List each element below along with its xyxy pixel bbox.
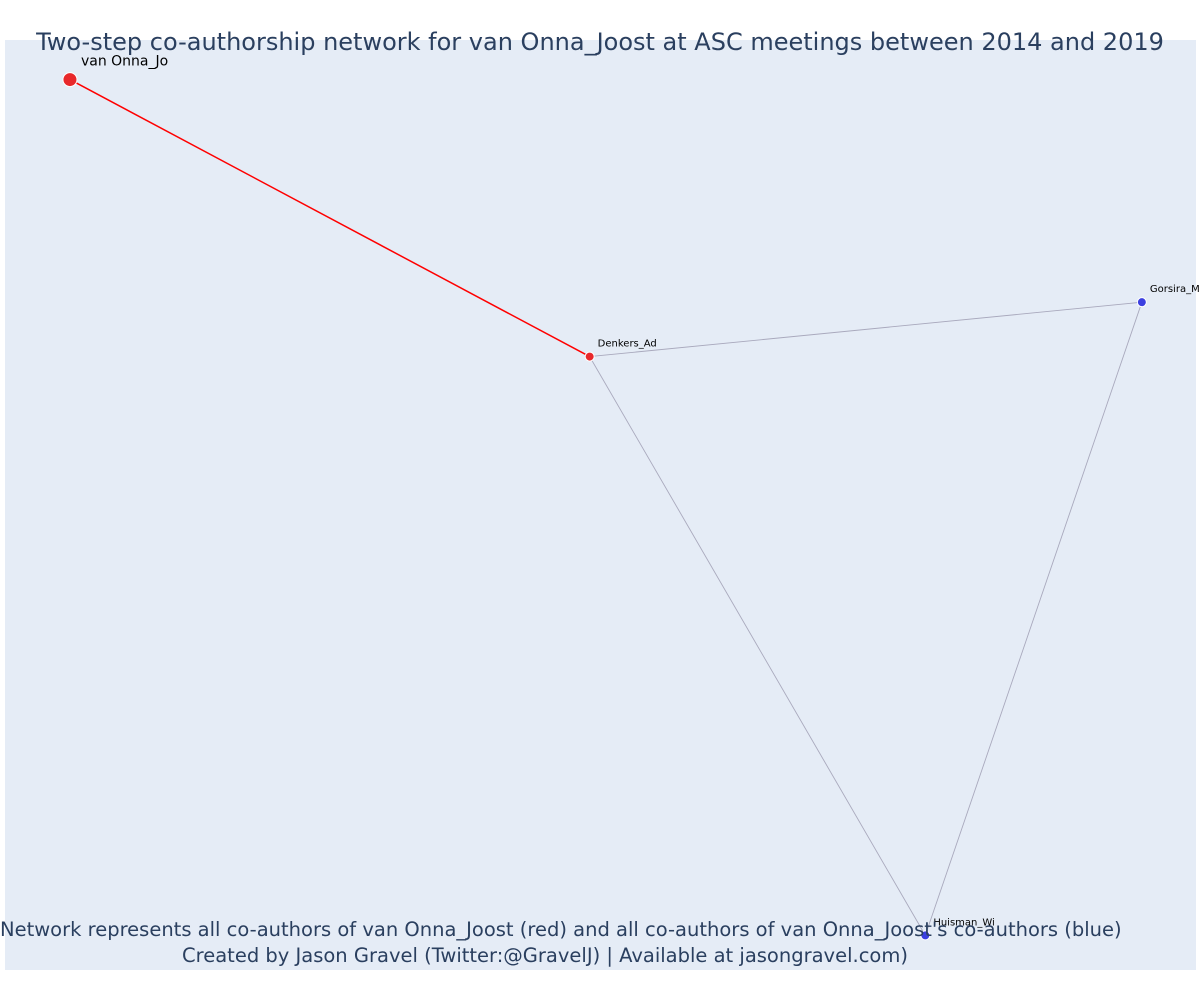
caption-line-2: Created by Jason Gravel (Twitter:@Gravel… xyxy=(182,944,908,967)
edge-denkers-ad-huisman-wi xyxy=(589,356,926,936)
nodes-layer xyxy=(62,72,1147,941)
edge-gorsira-ma-huisman-wi xyxy=(924,302,1143,936)
node-label-denkers-ad: Denkers_Ad xyxy=(598,339,657,350)
node-label-gorsira-ma: Gorsira_Ma xyxy=(1150,284,1200,295)
plot-area xyxy=(5,40,1196,970)
labels-layer: van Onna_Jo Denkers_Ad Gorsira_Ma Huisman_W… xyxy=(81,54,1200,929)
node-denkers-ad[interactable] xyxy=(584,351,595,362)
node-gorsira-ma[interactable] xyxy=(1136,297,1147,308)
edge-denkers-ad-gorsira-ma xyxy=(589,301,1142,358)
chart-title: Two-step co-authorship network for van O… xyxy=(36,28,1164,56)
node-label-huisman-wi: Huisman_Wi xyxy=(933,917,995,928)
edges-layer xyxy=(69,78,1143,936)
node-huisman-wi[interactable] xyxy=(920,930,931,941)
node-label-van-onna-jo: van Onna_Jo xyxy=(81,54,168,70)
edge-van-onna-jo-denkers-ad xyxy=(69,78,591,358)
caption-line-1: Network represents all co-authors of van… xyxy=(0,918,1122,941)
node-van-onna-jo[interactable] xyxy=(62,72,78,88)
